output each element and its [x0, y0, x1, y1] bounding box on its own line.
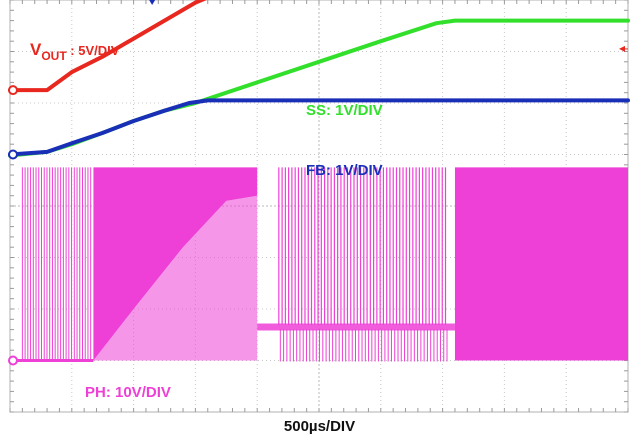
- series-label-ph: PH: 10V/DIV: [85, 384, 171, 401]
- trace-vout: [8, 0, 207, 93]
- ground-marker-vout: [8, 85, 18, 96]
- traces: [8, 0, 630, 362]
- series-label-fb: FB: 1V/DIV: [306, 162, 383, 179]
- trigger-level-marker: [619, 45, 625, 52]
- trigger-position-marker: [149, 0, 156, 5]
- ground-marker-ph: [8, 355, 18, 366]
- series-label-vout: VOUT : 5V/DIV: [30, 40, 120, 63]
- ground-markers: [8, 0, 628, 366]
- trace-fb: [8, 98, 630, 157]
- ground-marker-fb: [8, 149, 18, 160]
- trace-ph-continuous: [93, 167, 258, 361]
- trace-ph-continuous-lower: [93, 195, 258, 361]
- trace-ph-continuous-full: [454, 167, 628, 361]
- x-axis-label: 500µs/DIV: [283, 418, 356, 435]
- series-label-ss: SS: 1V/DIV: [306, 102, 383, 119]
